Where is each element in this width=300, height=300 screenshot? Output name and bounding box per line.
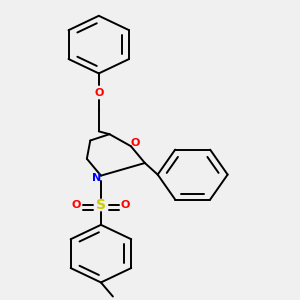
Text: O: O xyxy=(130,138,140,148)
Text: O: O xyxy=(121,200,130,210)
Text: O: O xyxy=(71,200,81,210)
Text: O: O xyxy=(94,88,104,98)
Text: S: S xyxy=(96,198,106,212)
Text: N: N xyxy=(92,173,101,183)
